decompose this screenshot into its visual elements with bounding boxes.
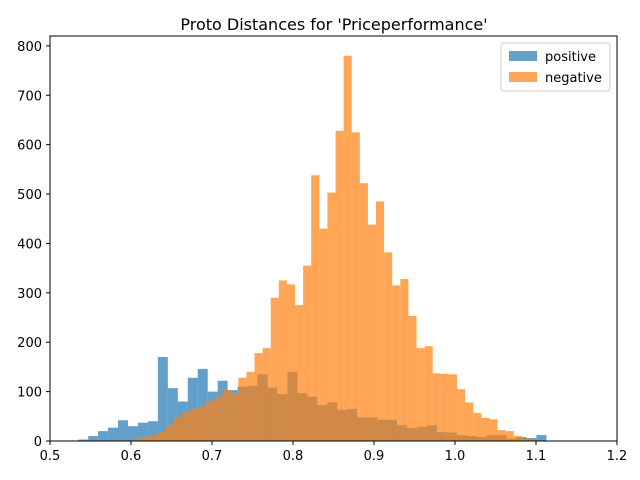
- legend-swatch-negative: [509, 72, 537, 82]
- bar-negative-5: [173, 417, 182, 441]
- bar-negative-42: [473, 412, 482, 441]
- bar-negative-45: [497, 430, 506, 441]
- bar-negative-0: [133, 438, 142, 441]
- bar-negative-37: [432, 373, 441, 441]
- bar-negative-23: [319, 228, 328, 441]
- y-tick-label: 0: [34, 435, 42, 450]
- bar-negative-41: [465, 402, 474, 441]
- bar-negative-40: [457, 389, 466, 441]
- bar-positive-4: [108, 427, 119, 441]
- bar-negative-4: [165, 425, 174, 441]
- legend-swatch-positive: [509, 51, 537, 61]
- bar-negative-44: [489, 419, 498, 441]
- bar-negative-29: [367, 224, 377, 441]
- bar-positive-9: [157, 357, 168, 441]
- bar-negative-31: [384, 252, 393, 441]
- bar-positive-47: [536, 435, 547, 441]
- y-tick-label: 100: [17, 386, 42, 401]
- bar-negative-19: [286, 284, 296, 441]
- y-tick-label: 400: [17, 237, 42, 252]
- bar-positive-7: [137, 422, 148, 441]
- bar-negative-15: [254, 353, 263, 441]
- bar-negative-28: [359, 183, 368, 441]
- bar-positive-6: [128, 426, 138, 441]
- chart-title: Proto Distances for 'Priceperformance': [180, 15, 487, 34]
- y-tick-label: 200: [17, 336, 42, 351]
- bar-negative-12: [230, 393, 239, 441]
- bar-negative-18: [278, 280, 287, 441]
- y-tick-label: 500: [17, 188, 42, 203]
- bar-negative-34: [408, 316, 417, 441]
- bars-layer: [78, 55, 547, 441]
- bar-negative-49: [529, 439, 539, 441]
- bar-negative-38: [440, 373, 449, 441]
- x-tick-label: 1.0: [445, 449, 466, 464]
- bar-negative-14: [246, 371, 255, 441]
- bar-negative-3: [157, 432, 166, 441]
- bar-negative-8: [197, 406, 206, 441]
- bar-negative-22: [311, 175, 320, 441]
- bar-negative-20: [295, 305, 304, 441]
- bar-negative-33: [400, 279, 409, 441]
- bar-negative-46: [505, 431, 514, 441]
- bar-negative-39: [448, 374, 458, 441]
- x-tick-label: 0.8: [283, 449, 304, 464]
- bar-negative-35: [416, 348, 425, 441]
- bar-negative-48: [521, 438, 530, 441]
- x-tick-label: 0.9: [364, 449, 385, 464]
- bar-negative-43: [481, 417, 490, 441]
- y-tick-label: 300: [17, 287, 42, 302]
- bar-negative-47: [513, 436, 522, 441]
- y-tick-label: 600: [17, 139, 42, 154]
- bar-positive-10: [167, 388, 178, 441]
- bar-negative-2: [149, 435, 158, 441]
- plot-frame: [49, 35, 618, 442]
- bar-negative-25: [335, 130, 344, 441]
- bar-negative-26: [343, 55, 352, 441]
- bar-negative-1: [141, 437, 150, 441]
- bar-negative-24: [327, 192, 336, 441]
- bar-negative-27: [351, 132, 360, 441]
- legend: positive negative: [500, 42, 611, 92]
- bar-negative-30: [376, 201, 385, 441]
- y-tick-label: 700: [17, 89, 42, 104]
- legend-label-positive: positive: [545, 50, 596, 65]
- bar-negative-17: [270, 297, 279, 441]
- x-tick-label: 1.2: [607, 449, 628, 464]
- bar-positive-5: [118, 420, 129, 441]
- bar-positive-8: [147, 421, 158, 441]
- bar-negative-6: [181, 412, 190, 441]
- bar-negative-16: [262, 348, 271, 441]
- bar-positive-13: [197, 368, 208, 441]
- series-negative: [133, 55, 539, 441]
- bar-negative-9: [205, 401, 215, 441]
- bar-negative-36: [424, 346, 433, 441]
- bar-positive-2: [88, 436, 99, 441]
- axes-layer: 0.5 0.6 0.7 0.8 0.9 1.0 1.1 1.2 0 100 200 300 400 500…: [17, 35, 628, 464]
- bar-negative-32: [392, 285, 401, 441]
- x-tick-label: 0.6: [121, 449, 142, 464]
- bar-negative-11: [222, 390, 231, 441]
- legend-label-negative: negative: [545, 71, 602, 86]
- bar-negative-10: [214, 397, 223, 441]
- y-tick-label: 800: [17, 40, 42, 55]
- bar-negative-21: [303, 265, 312, 441]
- bar-positive-1: [78, 439, 89, 441]
- x-tick-label: 0.5: [40, 449, 61, 464]
- x-tick-label: 0.7: [202, 449, 223, 464]
- x-tick-label: 1.1: [526, 449, 547, 464]
- bar-negative-7: [189, 408, 198, 441]
- bar-positive-3: [98, 431, 109, 441]
- bar-negative-13: [238, 377, 247, 441]
